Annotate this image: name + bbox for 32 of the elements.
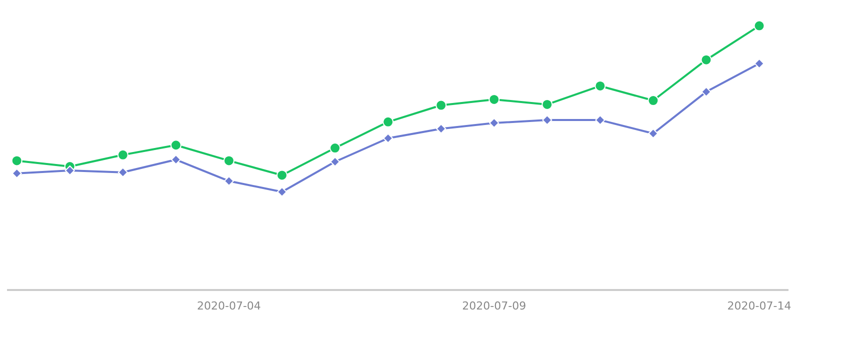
point xyxy=(224,176,234,186)
point xyxy=(118,167,128,178)
point xyxy=(11,155,22,166)
x-tick-label: 2020-07-09 xyxy=(462,299,526,312)
point xyxy=(489,118,500,128)
point xyxy=(648,95,659,106)
point xyxy=(754,20,765,32)
point xyxy=(542,98,553,110)
point xyxy=(12,168,22,178)
point xyxy=(594,80,606,92)
point xyxy=(700,54,712,66)
point xyxy=(223,155,234,166)
point xyxy=(64,165,75,176)
point xyxy=(754,58,764,69)
point xyxy=(701,86,712,97)
point xyxy=(117,149,128,160)
point xyxy=(648,128,658,139)
x-tick-label: 2020-07-04 xyxy=(196,299,261,312)
point xyxy=(276,170,288,181)
point xyxy=(382,116,394,128)
point xyxy=(330,142,341,154)
point xyxy=(170,140,182,151)
point xyxy=(436,100,447,111)
point xyxy=(436,124,446,134)
point xyxy=(595,115,606,126)
point xyxy=(488,94,500,105)
point xyxy=(170,154,181,165)
point xyxy=(330,156,340,167)
x-tick-label: 2020-07-14 xyxy=(727,299,792,312)
point xyxy=(383,133,394,144)
point xyxy=(542,115,552,126)
point xyxy=(276,186,287,197)
